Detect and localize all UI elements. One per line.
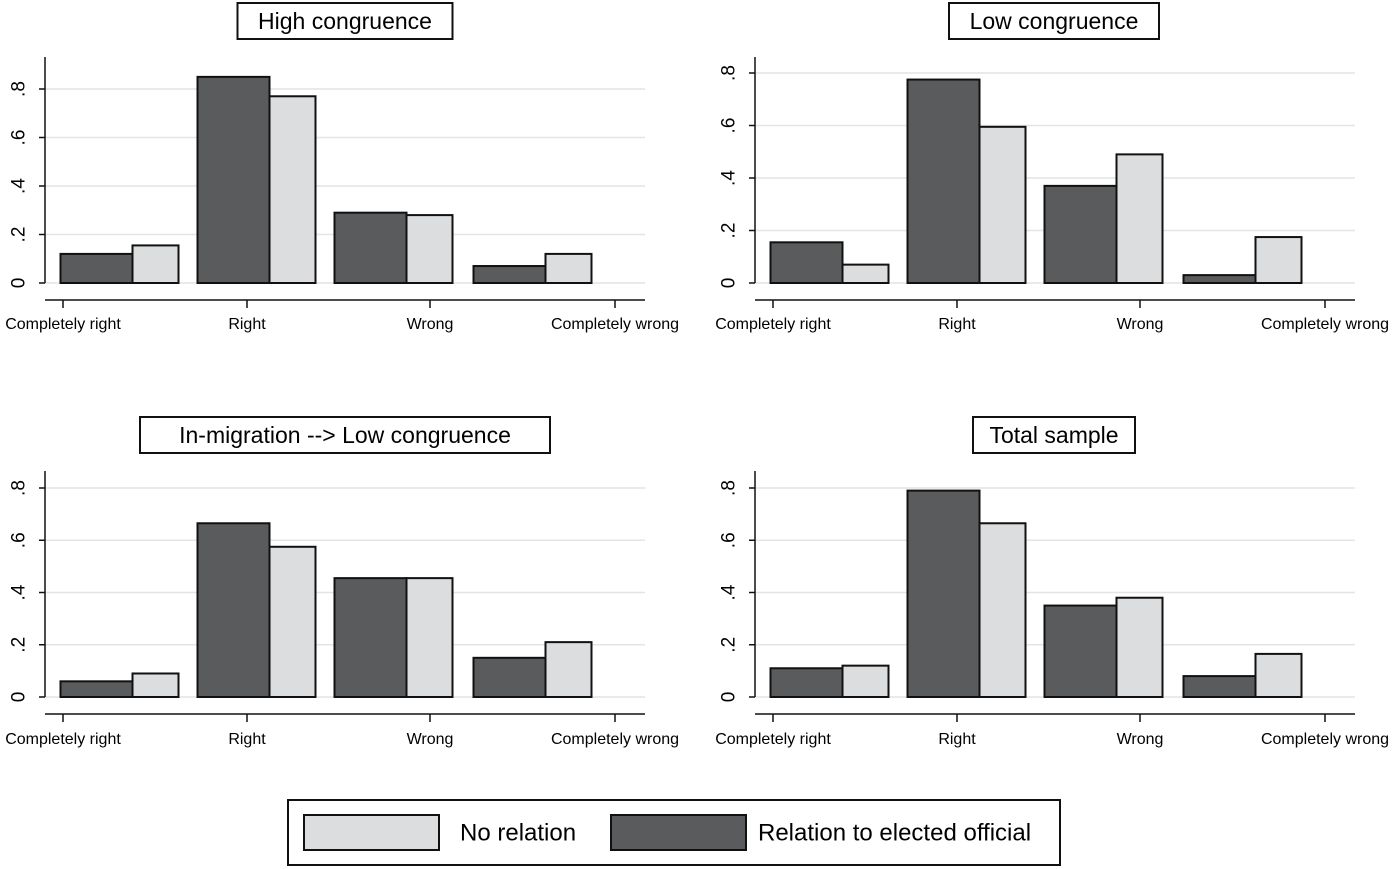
y-tick-label: .8 bbox=[719, 65, 740, 81]
panel-title: Low congruence bbox=[970, 8, 1139, 34]
x-tick-label: Wrong bbox=[407, 316, 454, 333]
legend: No relation Relation to elected official bbox=[287, 799, 1061, 866]
bar-relation bbox=[906, 489, 981, 698]
bar-no-relation bbox=[131, 244, 180, 285]
bar-no-relation bbox=[1254, 236, 1303, 284]
bar-relation bbox=[196, 75, 271, 284]
bar-no-relation bbox=[978, 522, 1027, 698]
bar-relation bbox=[333, 211, 408, 284]
y-tick-label: .6 bbox=[719, 118, 740, 134]
y-tick-label: .4 bbox=[9, 178, 30, 194]
x-tick-label: Completely right bbox=[715, 731, 831, 748]
y-tick-label: .4 bbox=[9, 584, 30, 600]
panel-4: 0 .2 .4 .6 .8 Completely right Right Wrong Compl… bbox=[715, 416, 1389, 748]
y-tick-label: .4 bbox=[719, 170, 740, 186]
panel-title: High congruence bbox=[258, 8, 432, 34]
bar-no-relation bbox=[405, 577, 454, 698]
bar-relation bbox=[59, 252, 134, 284]
y-tick-label: .6 bbox=[9, 532, 30, 548]
bar-no-relation bbox=[405, 214, 454, 285]
bar-relation bbox=[333, 577, 408, 698]
legend-label-relation: Relation to elected official bbox=[758, 820, 1031, 847]
y-tick-label: .6 bbox=[9, 130, 30, 146]
bar-relation bbox=[1182, 274, 1257, 284]
bar-relation bbox=[906, 78, 981, 284]
panel-title: Total sample bbox=[989, 422, 1118, 448]
y-tick-label: .8 bbox=[9, 81, 30, 97]
bar-no-relation bbox=[978, 125, 1027, 284]
y-tick-label: .8 bbox=[9, 480, 30, 496]
bar-relation bbox=[59, 680, 134, 699]
bar-no-relation bbox=[544, 252, 593, 284]
y-tick-label: .2 bbox=[719, 637, 740, 653]
panel-title-box bbox=[139, 416, 551, 454]
y-tick-label: .4 bbox=[719, 584, 740, 600]
bar-no-relation bbox=[268, 95, 317, 285]
y-tick-label: .6 bbox=[719, 532, 740, 548]
legend-swatch-no-relation bbox=[303, 814, 440, 851]
x-tick-label: Completely wrong bbox=[1261, 731, 1389, 748]
y-tick-label: 0 bbox=[719, 278, 740, 289]
x-tick-label: Completely wrong bbox=[1261, 316, 1389, 333]
bar-no-relation bbox=[544, 641, 593, 699]
bar-no-relation bbox=[1115, 153, 1164, 284]
bar-relation bbox=[1043, 184, 1118, 284]
x-tick-label: Completely wrong bbox=[551, 731, 679, 748]
bar-relation bbox=[1043, 604, 1118, 698]
x-tick-label: Right bbox=[938, 731, 976, 748]
panel-title-box bbox=[236, 2, 454, 40]
panel-title-box bbox=[972, 416, 1136, 454]
panel-title: In-migration --> Low congruence bbox=[179, 422, 511, 448]
bar-relation bbox=[1182, 675, 1257, 698]
panel-1: 0 .2 .4 .6 .8 Completely right Right Wrong Compl… bbox=[5, 2, 679, 333]
bar-relation bbox=[769, 667, 844, 699]
bar-no-relation bbox=[1254, 652, 1303, 698]
panel-2: 0 .2 .4 .6 .8 Completely right Right Wrong Compl… bbox=[715, 2, 1389, 333]
y-tick-label: .8 bbox=[719, 480, 740, 496]
x-tick-label: Right bbox=[228, 316, 266, 333]
legend-label-no-relation: No relation bbox=[460, 820, 576, 847]
bar-no-relation bbox=[1115, 596, 1164, 698]
x-tick-label: Wrong bbox=[1117, 731, 1164, 748]
bar-no-relation bbox=[131, 672, 180, 698]
x-tick-label: Completely right bbox=[5, 731, 121, 748]
y-tick-label: 0 bbox=[719, 692, 740, 703]
y-tick-label: 0 bbox=[9, 278, 30, 289]
x-tick-label: Wrong bbox=[407, 731, 454, 748]
bar-no-relation bbox=[841, 263, 890, 284]
x-tick-label: Right bbox=[228, 731, 266, 748]
bar-no-relation bbox=[841, 664, 890, 699]
y-tick-label: 0 bbox=[9, 692, 30, 703]
x-tick-label: Completely wrong bbox=[551, 316, 679, 333]
bar-relation bbox=[196, 522, 271, 698]
legend-swatch-relation bbox=[610, 814, 747, 851]
bar-relation bbox=[769, 241, 844, 284]
x-tick-label: Right bbox=[938, 316, 976, 333]
x-tick-label: Completely right bbox=[715, 316, 831, 333]
panel-title-box bbox=[948, 2, 1160, 40]
bar-relation bbox=[472, 656, 547, 698]
bar-no-relation bbox=[268, 545, 317, 698]
bar-relation bbox=[472, 265, 547, 284]
y-tick-label: .2 bbox=[9, 227, 30, 243]
y-tick-label: .2 bbox=[719, 223, 740, 239]
x-tick-label: Wrong bbox=[1117, 316, 1164, 333]
x-tick-label: Completely right bbox=[5, 316, 121, 333]
y-tick-label: .2 bbox=[9, 637, 30, 653]
panel-3: 0 .2 .4 .6 .8 Completely right Right Wrong Compl… bbox=[5, 416, 679, 748]
